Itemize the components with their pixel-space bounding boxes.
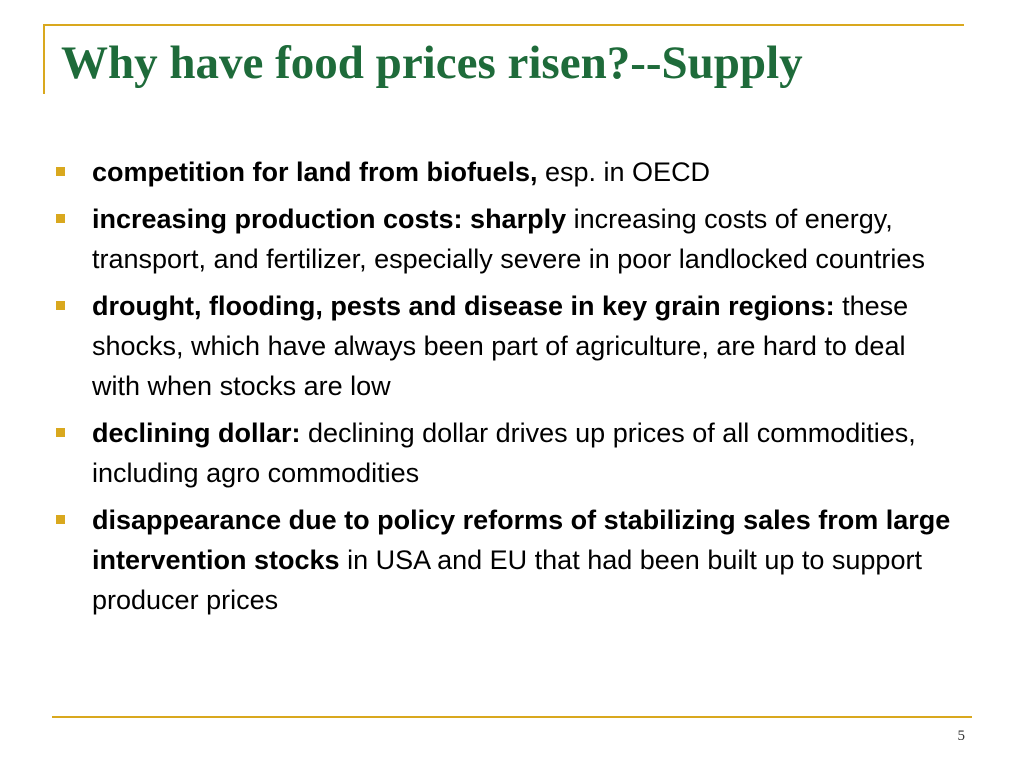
bullet-item: competition for land from biofuels, esp.… [56,152,956,192]
title-frame-left-line [43,24,45,94]
bullet-item: disappearance due to policy reforms of s… [56,500,956,620]
bullet-bold-text: competition for land from biofuels, [92,157,538,187]
bullet-list: competition for land from biofuels, esp.… [56,152,956,627]
bullet-item: declining dollar: declining dollar drive… [56,413,956,493]
bullet-bold-text: disappearance due to policy reforms of s… [92,505,951,575]
slide-title: Why have food prices risen?--Supply [61,37,803,89]
square-bullet-icon [56,515,65,524]
bullet-text: these shocks, which have always been par… [92,291,909,401]
bullet-text: declining dollar drives up prices of all… [92,418,916,488]
bullet-bold-text: drought, flooding, pests and disease in … [92,291,835,321]
footer-divider [52,716,972,718]
bullet-text: in USA and EU that had been built up to … [92,545,922,615]
bullet-text: esp. in OECD [537,157,711,187]
square-bullet-icon [56,301,65,310]
bullet-bold-text: increasing production costs: sharply [92,204,567,234]
bullet-item: increasing production costs: sharply inc… [56,199,956,279]
square-bullet-icon [56,214,65,223]
square-bullet-icon [56,167,65,176]
page-number: 5 [957,728,966,744]
bullet-item: drought, flooding, pests and disease in … [56,286,956,406]
title-frame-top-line [43,24,964,26]
bullet-bold-text: declining dollar: [92,418,301,448]
square-bullet-icon [56,428,65,437]
bullet-text: increasing costs of energy, transport, a… [92,204,925,274]
